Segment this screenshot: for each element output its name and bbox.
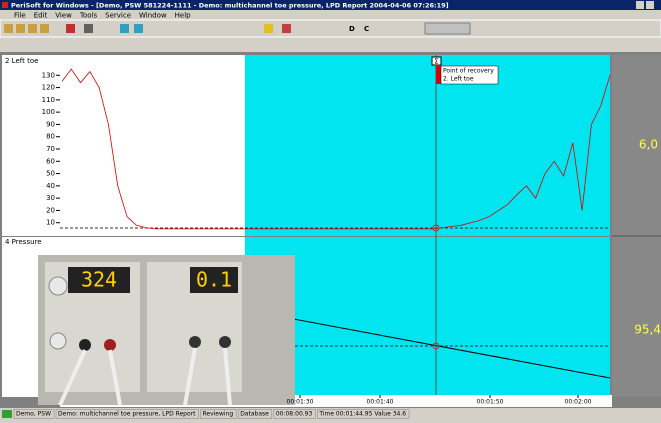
status-field: Database (240, 411, 269, 418)
y-tick-label: 110 (42, 96, 55, 104)
device-display: 0.1 (196, 268, 232, 292)
side-value: 95,4 (634, 323, 661, 337)
status-field: Demo, PSW (16, 411, 51, 418)
y-tick-label: 90 (46, 120, 55, 128)
highlight-region (245, 55, 610, 236)
y-tick-label: 30 (46, 194, 55, 202)
maximize-button[interactable] (646, 1, 654, 9)
side-value: 6,0 (639, 138, 658, 152)
status-field: Time 00:01:44.95 Value 34.6 (318, 411, 406, 418)
y-tick-label: 50 (46, 170, 55, 178)
toolbar (0, 20, 661, 37)
menu-item[interactable]: Tools (79, 12, 98, 20)
menu-item[interactable]: Service (105, 12, 131, 20)
menu-item[interactable]: Help (175, 12, 192, 20)
marker-flag (436, 66, 441, 84)
device-photo (38, 255, 295, 405)
menu-item[interactable]: Window (139, 12, 167, 20)
y-tick-label: 100 (42, 108, 55, 116)
minimize-button[interactable] (636, 1, 644, 9)
y-tick-label: 20 (46, 206, 55, 214)
app-icon (2, 2, 8, 8)
status-field: 00:08:00.93 (276, 411, 313, 418)
menu-bar (0, 10, 661, 20)
status-field: Reviewing (203, 411, 234, 418)
app-window: PeriSoft for Windows - [Demo, PSW 581224… (0, 0, 661, 419)
menu-item[interactable]: Edit (34, 12, 48, 20)
marker-symbol: Σ (434, 58, 438, 66)
y-tick-label: 40 (46, 182, 55, 190)
status-field: Demo: multichannel toe pressure, LPD Rep… (58, 411, 196, 418)
menu-item[interactable]: File (14, 12, 26, 20)
window-title: PeriSoft for Windows - [Demo, PSW 581224… (11, 2, 449, 10)
x-tick-label: 00:02:00 (565, 399, 592, 406)
toolbar-button[interactable]: C (364, 25, 369, 33)
annotation-text: 2. Left toe (443, 76, 474, 83)
x-tick-label: 00:01:50 (477, 399, 504, 406)
channel-label: 2 Left toe (5, 57, 38, 65)
x-tick-label: 00:01:30 (287, 399, 314, 406)
y-tick-label: 70 (46, 145, 55, 153)
channel-label: 4 Pressure (5, 238, 42, 246)
toolbar-button[interactable]: D (349, 25, 355, 33)
y-tick-label: 10 (46, 219, 55, 227)
plot-area (60, 55, 245, 236)
x-tick-label: 00:01:40 (367, 399, 394, 406)
y-tick-label: 80 (46, 133, 55, 141)
y-tick-label: 120 (42, 84, 55, 92)
annotation-text: Point of recovery (443, 68, 494, 75)
menu-item[interactable]: View (55, 12, 72, 20)
device-display: 324 (81, 268, 117, 292)
status-icon (2, 410, 12, 418)
value-panel (612, 55, 661, 397)
highlight-region (245, 237, 610, 395)
y-tick-label: 130 (42, 71, 55, 79)
y-tick-label: 60 (46, 157, 55, 165)
